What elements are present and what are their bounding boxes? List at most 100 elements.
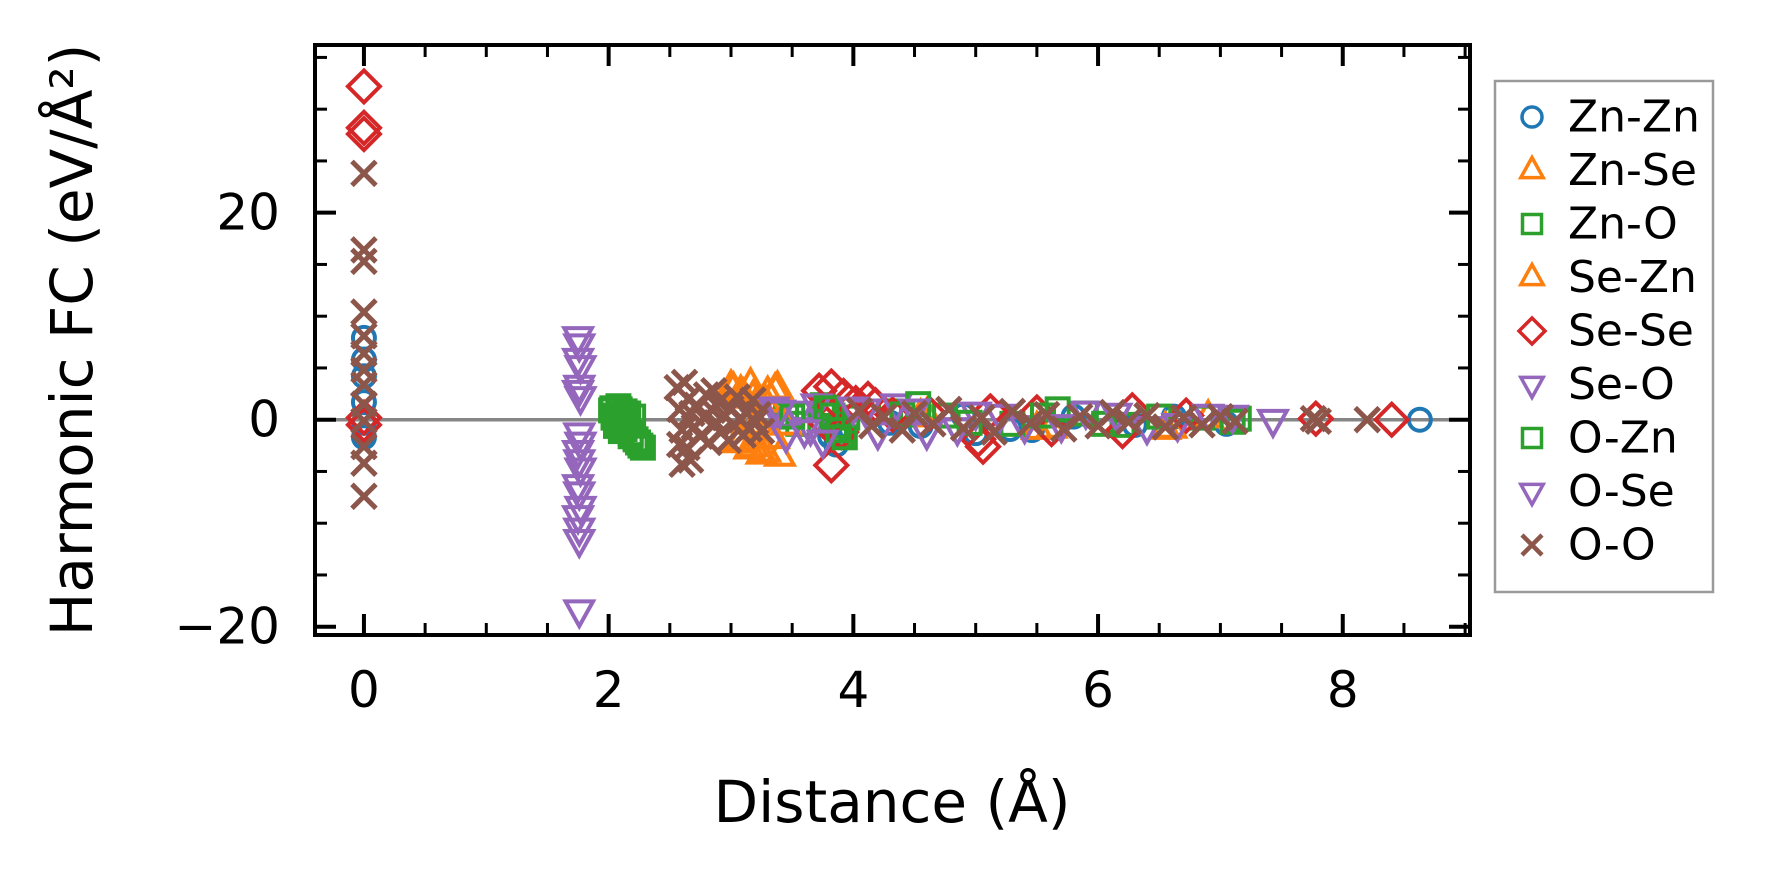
data-point-marker <box>345 406 383 444</box>
data-point-marker <box>1098 398 1127 427</box>
legend-item-Zn-Zn: Zn-Zn <box>1520 92 1700 143</box>
data-point-marker <box>350 298 378 326</box>
data-point-marker <box>1016 409 1045 437</box>
x-axis-title: Distance (Å) <box>714 767 1071 836</box>
data-point-marker <box>1151 413 1180 441</box>
series-O-O <box>350 159 1381 511</box>
legend-item-Se-Zn: Se-Zn <box>1517 252 1697 303</box>
series-Zn-Zn <box>350 324 1433 458</box>
legend-label: Se-Zn <box>1568 252 1697 303</box>
se-o-legend-marker-icon <box>1517 375 1547 402</box>
x-tick-label: 4 <box>837 661 869 719</box>
data-point-marker <box>350 247 378 276</box>
data-point-marker <box>744 433 779 465</box>
data-point-marker <box>900 399 929 428</box>
data-point-marker <box>622 426 649 453</box>
data-point-marker <box>562 333 597 365</box>
data-point-marker <box>345 67 383 106</box>
data-point-marker <box>563 386 598 418</box>
x-tick-label: 8 <box>1327 661 1359 719</box>
data-point-marker <box>805 429 840 461</box>
data-point-marker <box>563 495 598 527</box>
data-point-marker <box>762 399 798 431</box>
legend-label: Se-Se <box>1568 306 1694 357</box>
legend-label: Zn-Zn <box>1568 92 1700 143</box>
legend-item-O-Zn: O-Zn <box>1520 413 1678 464</box>
legend-item-Zn-O: Zn-O <box>1520 199 1678 250</box>
zn-zn-legend-marker-icon <box>1520 105 1544 129</box>
data-point-marker <box>345 115 383 153</box>
data-point-marker <box>350 449 378 477</box>
y-tick-label: 20 <box>216 184 280 242</box>
se-zn-legend-marker-icon <box>1517 260 1547 287</box>
o-zn-legend-marker-icon <box>1520 426 1544 450</box>
data-point-marker <box>345 108 383 147</box>
data-point-marker <box>1372 400 1411 439</box>
series-O-Se <box>560 333 1250 549</box>
zn-o-legend-marker-icon <box>1520 212 1544 236</box>
data-point-marker <box>562 517 597 549</box>
data-point-marker <box>800 371 838 410</box>
x-tick-label: 2 <box>593 661 625 719</box>
data-point-marker <box>888 416 917 444</box>
data-point-marker <box>1169 403 1198 432</box>
data-point-marker <box>1304 407 1333 436</box>
data-point-marker <box>563 355 598 386</box>
legend-item-Se-Se: Se-Se <box>1516 306 1694 357</box>
data-point-marker <box>350 406 378 435</box>
data-point-marker <box>812 446 851 485</box>
data-point-marker <box>627 432 654 459</box>
legend-item-Se-O: Se-O <box>1517 359 1675 410</box>
data-point-marker <box>350 370 378 399</box>
data-point-marker <box>998 397 1027 426</box>
data-point-marker <box>562 422 597 454</box>
legend-item-Zn-Se: Zn-Se <box>1517 145 1697 196</box>
data-point-marker <box>562 599 597 631</box>
data-point-marker <box>747 417 776 445</box>
legend-item-O-Se: O-Se <box>1517 466 1675 517</box>
data-point-marker <box>870 402 898 431</box>
legend-label: O-O <box>1568 520 1656 571</box>
y-tick-label: −20 <box>174 598 280 656</box>
data-point-marker <box>935 395 963 424</box>
data-point-marker <box>560 474 596 506</box>
x-tick-label: 0 <box>348 661 380 719</box>
data-point-marker <box>350 482 378 511</box>
data-point-marker <box>1065 402 1094 431</box>
data-point-marker <box>562 449 597 481</box>
data-point-marker <box>1133 401 1161 430</box>
legend-label: O-Se <box>1568 466 1675 517</box>
data-point-marker <box>1221 407 1249 436</box>
axes-frame <box>313 43 1472 637</box>
legend-item-O-O: O-O <box>1520 520 1656 571</box>
data-point-marker <box>560 326 596 358</box>
y-axis-title: Harmonic FC (eV/Å²) <box>37 44 106 637</box>
data-point-marker <box>615 400 642 427</box>
data-point-marker <box>563 431 598 463</box>
data-point-marker <box>350 159 378 188</box>
y-tick-labels: −20 0 20 <box>174 184 280 656</box>
legend-label: Zn-O <box>1568 199 1678 250</box>
data-point-marker <box>1114 408 1143 436</box>
data-point-marker <box>1353 405 1381 434</box>
data-point-marker <box>964 427 1002 466</box>
data-point-marker <box>781 400 816 432</box>
data-point-marker <box>562 528 597 560</box>
axis-ticks <box>315 45 1470 635</box>
zn-se-legend-marker-icon <box>1517 153 1547 180</box>
legend-label: Se-O <box>1568 359 1675 410</box>
plot-area: 0 2 4 6 8−20020Zn-ZnZn-SeZn-OSe-ZnSe-SeSe-OO… <box>174 43 1715 719</box>
x-tick-label: 6 <box>1082 661 1114 719</box>
o-se-legend-marker-icon <box>1517 482 1547 509</box>
y-tick-label: 0 <box>248 391 280 449</box>
legend-label: O-Zn <box>1568 413 1678 464</box>
se-se-legend-marker-icon <box>1516 315 1548 347</box>
x-tick-labels: 0 2 4 6 8 <box>348 661 1359 719</box>
data-point-marker <box>562 481 597 513</box>
data-point-marker <box>1188 411 1216 439</box>
data-point-marker <box>1255 408 1291 440</box>
o-o-legend-marker-icon <box>1520 533 1544 557</box>
